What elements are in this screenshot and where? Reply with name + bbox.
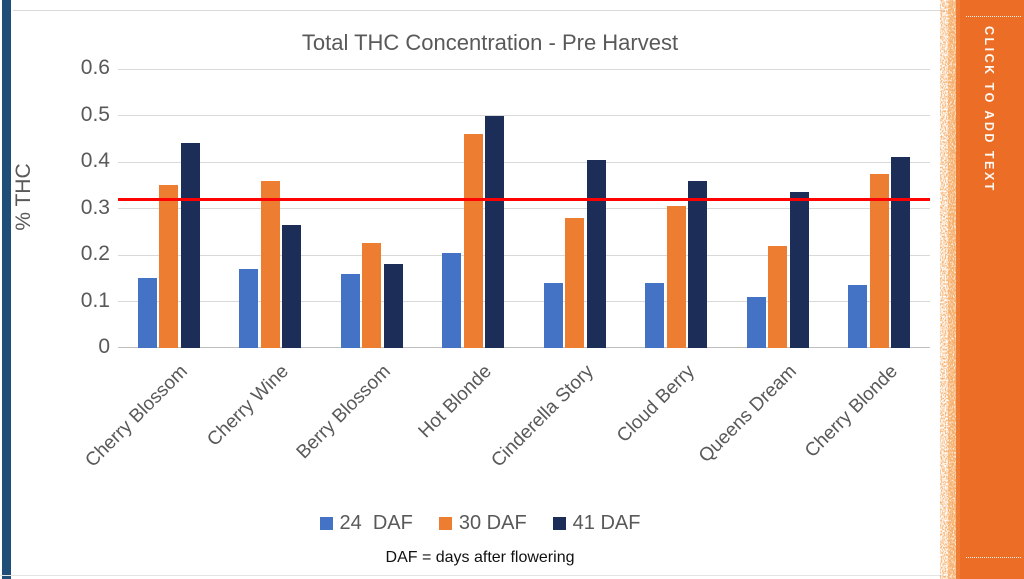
placeholder-background (960, 0, 1024, 579)
bar-30-daf-cherry-blossom (159, 185, 179, 348)
bar-30-daf-cherry-wine (260, 180, 280, 348)
chart-title: Total THC Concentration - Pre Harvest (301, 30, 679, 55)
gridline (118, 254, 930, 256)
threshold-line (118, 197, 930, 201)
text-placeholder-strip[interactable]: CLICK TO ADD TEXT (940, 0, 1024, 579)
bar-24-daf-cloud-berry (645, 282, 665, 348)
plot-area (118, 68, 930, 348)
y-tick-label: 0.2 (80, 242, 110, 265)
left-accent-bar (2, 0, 11, 579)
gridline (118, 301, 930, 302)
bar-41-daf-cherry-blonde (891, 157, 911, 348)
bar-24-daf-queens-dream (746, 296, 766, 348)
bar-30-daf-cloud-berry (666, 206, 686, 348)
bar-41-daf-cinderella-story (586, 159, 606, 348)
bar-30-daf-berry-blossom (362, 243, 382, 348)
bar-41-daf-cloud-berry (688, 180, 708, 348)
y-tick-label: 0.5 (80, 102, 110, 126)
bar-24-daf-cinderella-story (543, 282, 563, 348)
y-tick-label: 0.1 (80, 288, 110, 312)
gridline (118, 68, 930, 70)
bottom-divider-line (0, 575, 944, 576)
bar-41-daf-cherry-wine (282, 224, 302, 348)
bar-30-daf-cinderella-story (565, 217, 585, 348)
bar-30-daf-queens-dream (768, 245, 788, 348)
dotted-divider-bottom (966, 557, 1021, 558)
legend-swatch (438, 517, 452, 530)
bar-41-daf-berry-blossom (383, 264, 403, 348)
bar-24-daf-cherry-blossom (137, 278, 157, 348)
bar-30-daf-hot-blonde (463, 134, 483, 348)
chart-footnote: DAF = days after flowering (385, 549, 575, 566)
placeholder-prompt-text[interactable]: CLICK TO ADD TEXT (982, 26, 996, 193)
gridline (118, 115, 930, 116)
legend-label: 24 DAF (339, 512, 413, 534)
y-tick-label: 0.4 (80, 149, 110, 172)
legend-item-24-daf: 24 DAF (319, 512, 413, 535)
legend-swatch (552, 517, 566, 530)
y-tick-label: 0 (98, 335, 110, 358)
y-axis-title: % THC (12, 163, 35, 231)
legend-item-41-daf: 41 DAF (552, 512, 641, 535)
gridline (118, 208, 930, 209)
bar-24-daf-berry-blossom (340, 273, 360, 348)
bar-41-daf-cherry-blossom (180, 143, 200, 348)
bar-41-daf-hot-blonde (485, 115, 505, 348)
bar-30-daf-cherry-blonde (869, 173, 889, 348)
legend-label: 30 DAF (458, 512, 527, 534)
legend-swatch (319, 517, 333, 530)
x-axis-line (118, 347, 930, 348)
legend-item-30-daf: 30 DAF (438, 512, 527, 535)
bar-24-daf-cherry-wine (239, 268, 259, 348)
top-divider-line (13, 10, 944, 11)
y-tick-label: 0.3 (80, 195, 110, 219)
gridline (118, 161, 930, 163)
bar-24-daf-hot-blonde (442, 252, 462, 348)
legend-label: 41 DAF (572, 512, 641, 534)
dotted-divider-top (966, 16, 1021, 17)
chart-legend: 24 DAF 30 DAF 41 DAF (64, 512, 896, 535)
bar-24-daf-cherry-blonde (848, 285, 868, 348)
bar-41-daf-queens-dream (789, 192, 809, 348)
y-tick-label: 0.6 (80, 56, 110, 79)
